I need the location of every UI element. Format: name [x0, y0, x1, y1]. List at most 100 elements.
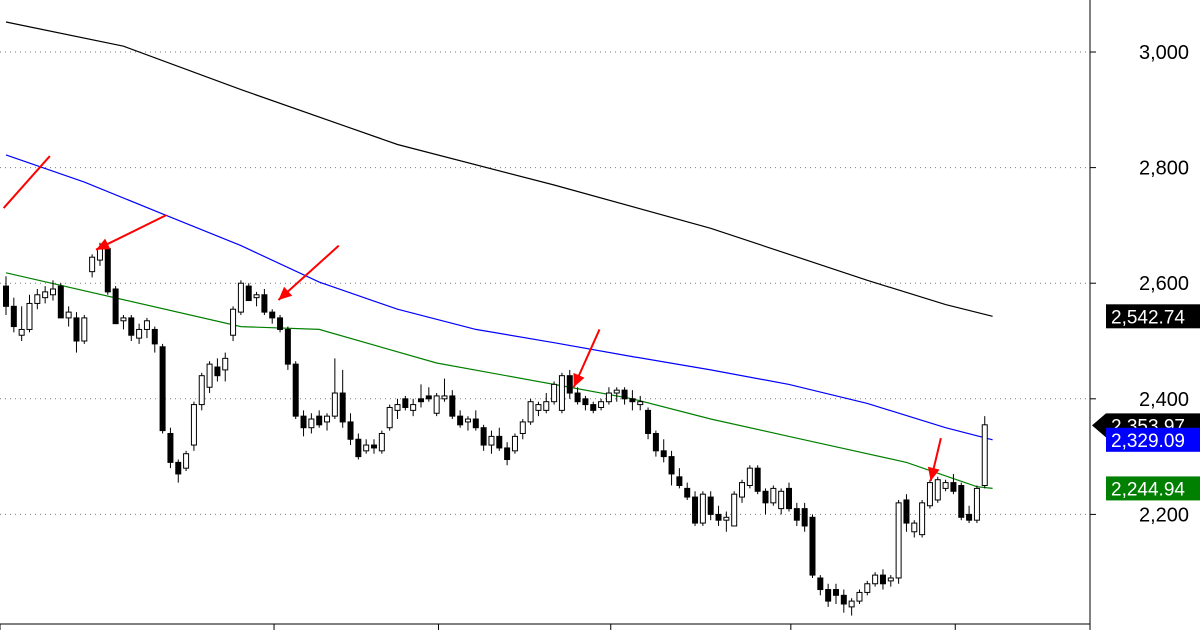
candle-body-up: [18, 328, 25, 336]
candle: [26, 294, 33, 333]
candle-body-down: [355, 438, 362, 458]
candle: [104, 245, 111, 295]
candle-body-down: [879, 574, 886, 585]
candle: [746, 465, 753, 489]
candle-body-up: [81, 317, 88, 342]
candle: [770, 485, 777, 506]
candle-body-up: [237, 282, 244, 313]
red-arrow-shaft: [95, 214, 167, 251]
candle: [590, 401, 597, 414]
red-arrow-head: [573, 372, 585, 388]
candle-body-up: [198, 375, 205, 406]
candle-body-up: [848, 600, 855, 608]
candle-body-down: [402, 398, 409, 408]
candle: [699, 491, 706, 526]
candle: [832, 583, 839, 604]
candle-body-up: [253, 294, 260, 299]
candle: [402, 395, 409, 411]
candle: [378, 430, 385, 454]
candle: [848, 598, 855, 616]
candle-body-up: [183, 453, 190, 469]
candle-body-up: [911, 522, 918, 533]
candle: [519, 419, 526, 440]
candle-body-down: [277, 317, 284, 330]
candle-body-down: [347, 421, 354, 440]
candle-body-down: [840, 594, 847, 605]
candle: [371, 439, 378, 454]
candle-body-down: [754, 467, 761, 492]
candle-body-up: [331, 392, 338, 417]
candle: [778, 488, 785, 515]
candle-body-up: [535, 404, 542, 411]
candle: [49, 280, 56, 301]
candle: [89, 254, 96, 278]
x-month-label: July: [442, 627, 473, 630]
moving-average-line: [5, 272, 993, 489]
candle: [394, 398, 401, 420]
candle-body-up: [120, 317, 127, 322]
candle: [410, 398, 417, 417]
candle: [817, 575, 824, 596]
candle: [112, 286, 119, 325]
candle-body-up: [919, 502, 926, 536]
candle-body-down: [472, 418, 479, 429]
candle: [214, 358, 221, 382]
candle: [143, 317, 150, 339]
candle: [269, 309, 276, 324]
candle-body-down: [417, 398, 424, 403]
candle: [786, 482, 792, 512]
candle-body-down: [425, 395, 432, 400]
candle: [417, 384, 424, 408]
candle-body-down: [457, 415, 464, 426]
candle: [496, 427, 503, 451]
candle: [128, 315, 135, 342]
candle: [198, 372, 205, 411]
price-tag: 2,329.09: [1106, 427, 1200, 452]
candle-body-up: [864, 583, 871, 593]
candle-body-up: [778, 490, 785, 510]
candle: [237, 280, 244, 315]
candle: [645, 407, 652, 440]
candle-body-up: [973, 487, 980, 521]
candle: [684, 482, 691, 500]
candle-body-down: [676, 476, 683, 487]
candle-body-down: [167, 432, 174, 463]
candle-body-up: [230, 308, 237, 336]
candle-body-up: [363, 444, 370, 452]
candle-body-up: [942, 482, 949, 489]
candles: [3, 242, 988, 616]
candle: [190, 401, 197, 451]
candle-body-up: [981, 424, 988, 487]
candle: [425, 387, 432, 402]
candle: [926, 479, 933, 509]
candle: [488, 430, 495, 454]
candle-body-down: [175, 461, 182, 475]
candle: [934, 476, 941, 503]
candle-body-down: [371, 444, 378, 449]
candle-body-up: [770, 487, 777, 504]
candle: [261, 288, 268, 315]
candle: [339, 369, 346, 428]
candle-body-up: [65, 311, 72, 319]
candle-body-up: [324, 415, 331, 423]
candle: [879, 569, 886, 590]
price-tag-label: 2,542.74: [1111, 307, 1185, 328]
candle-body-down: [73, 317, 80, 342]
candle: [363, 439, 370, 454]
candle-body-down: [966, 513, 973, 521]
candle-body-down: [449, 395, 456, 417]
candle-body-down: [801, 508, 808, 527]
candle-body-down: [809, 516, 816, 576]
candle: [3, 276, 9, 315]
candle: [605, 387, 612, 405]
candle-body-up: [96, 248, 103, 261]
candle-body-up: [378, 432, 385, 452]
candle: [825, 583, 832, 607]
candle: [324, 413, 331, 431]
candle-body-down: [950, 482, 957, 492]
candle: [527, 398, 534, 425]
x-month-label: September: [795, 627, 878, 630]
candle: [723, 511, 730, 532]
candle-body-up: [731, 493, 738, 527]
candle-body-up: [441, 395, 448, 400]
